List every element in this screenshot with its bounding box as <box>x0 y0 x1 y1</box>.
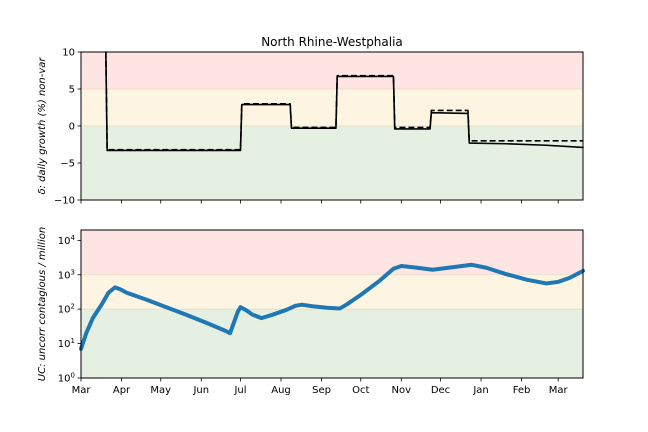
background-band-2 <box>81 309 583 378</box>
contagious-lines <box>79 262 585 351</box>
contagious-series-solid <box>79 262 585 351</box>
y-tick-label: 0 <box>69 122 75 133</box>
y-tick-label: 103 <box>58 268 75 281</box>
y-tick-label: −10 <box>54 196 75 207</box>
background-band-1 <box>81 89 583 126</box>
contagious-x-ticks: Mar Apr May Jun Jul Aug Sep Oct Nov Dec Jan Feb Mar <box>72 378 569 396</box>
growth-rate-panel: 10 5 0 −5 −10 North Rhine-Westphalia δ: dail… <box>37 35 584 207</box>
y-tick-label: 101 <box>58 337 75 350</box>
x-tick-label: Sep <box>312 385 331 396</box>
x-tick-label: May <box>150 385 171 396</box>
contagious-panel: 100 101 102 103 104 Mar Apr May Jun Jul Aug Sep Oct… <box>37 227 585 396</box>
background-band-0 <box>81 230 583 275</box>
y-tick-label: 104 <box>58 234 76 247</box>
x-tick-label: Mar <box>72 385 92 396</box>
x-tick-label: Nov <box>392 385 412 396</box>
x-tick-label: Jul <box>233 385 246 396</box>
contagious-background-bands <box>81 230 583 378</box>
chart-title: North Rhine-Westphalia <box>261 35 403 49</box>
growth-rate-y-axis-label: δ: daily growth (%) non-var <box>37 57 48 195</box>
x-tick-label: Feb <box>513 385 531 396</box>
x-tick-label: Mar <box>549 385 569 396</box>
contagious-y-ticks: 100 101 102 103 104 <box>58 234 81 385</box>
y-tick-label: 100 <box>58 372 75 385</box>
x-tick-label: Oct <box>352 385 369 396</box>
growth-rate-background-bands <box>81 52 583 200</box>
growth-rate-x-ticks <box>80 200 559 204</box>
background-band-2 <box>81 126 583 200</box>
background-band-1 <box>81 274 583 310</box>
growth-series-dashed <box>105 51 583 151</box>
y-tick-label: 10 <box>62 48 75 59</box>
y-tick-label: 5 <box>69 85 75 96</box>
contagious-axes-frame <box>80 229 584 379</box>
x-tick-label: Dec <box>431 385 450 396</box>
y-tick-label: −5 <box>60 159 75 170</box>
growth-rate-y-ticks: 10 5 0 −5 −10 <box>54 48 81 207</box>
x-tick-label: Jun <box>192 385 209 396</box>
x-tick-label: Apr <box>113 385 131 396</box>
y-tick-label: 102 <box>58 303 75 316</box>
x-tick-label: Aug <box>271 385 291 396</box>
background-band-0 <box>81 52 583 89</box>
growth-series-solid <box>105 51 584 152</box>
x-tick-label: Jan <box>472 385 488 396</box>
growth-rate-lines <box>105 51 584 152</box>
contagious-y-axis-label: UC: uncorr contagious / million <box>37 227 48 381</box>
